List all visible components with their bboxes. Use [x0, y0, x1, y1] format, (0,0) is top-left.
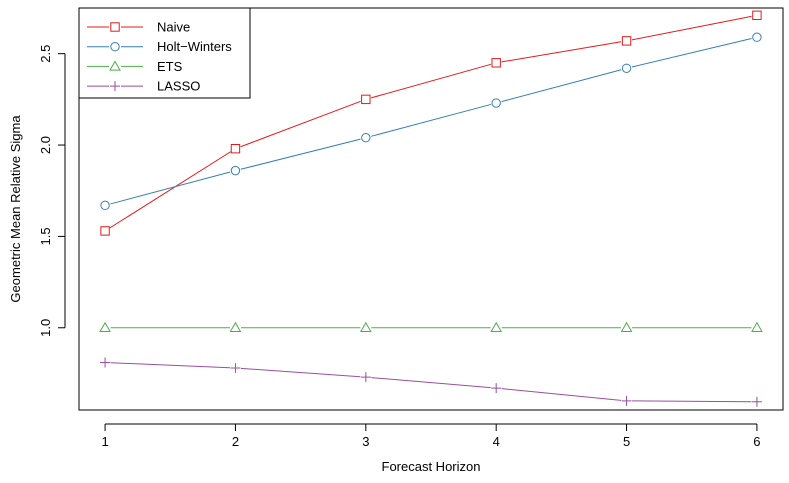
- data-point: [751, 396, 762, 407]
- y-tick-label: 1.0: [38, 319, 53, 337]
- series-line-segment: [631, 38, 752, 68]
- series-line-segment: [631, 15, 752, 41]
- data-point: [621, 36, 632, 46]
- series-line-segment: [110, 171, 231, 205]
- data-point: [491, 383, 502, 394]
- y-tick-label: 2.5: [38, 45, 53, 63]
- x-axis: 1 2 3 4 5 6: [101, 423, 761, 449]
- data-point: [230, 362, 241, 373]
- legend-item: ETS: [87, 59, 183, 74]
- x-tick-label: 3: [362, 434, 369, 449]
- legend-label: Naive: [157, 20, 190, 35]
- series-line-segment: [371, 103, 491, 137]
- series-line-segment: [371, 377, 491, 389]
- data-point: [99, 321, 111, 333]
- series-line-segment: [501, 69, 622, 103]
- data-point: [490, 321, 503, 333]
- legend-box: [78, 7, 251, 99]
- series-holt-winters: [100, 32, 762, 211]
- data-point: [100, 357, 111, 368]
- series-line-segment: [109, 151, 232, 229]
- series-lasso: [100, 357, 762, 407]
- series-line-segment: [240, 138, 361, 170]
- series-layer: [99, 10, 763, 407]
- x-tick-label: 1: [101, 434, 108, 449]
- data-point: [229, 321, 242, 333]
- data-point: [100, 200, 110, 211]
- legend-label: Holt−Winters: [157, 39, 232, 54]
- series-line-segment: [501, 41, 622, 63]
- y-tick-label: 1.5: [38, 227, 53, 245]
- data-point: [621, 63, 632, 74]
- x-tick-label: 5: [623, 434, 630, 449]
- series-line-segment: [632, 400, 752, 403]
- series-line-segment: [370, 63, 492, 99]
- data-point: [230, 144, 241, 154]
- legend-marker: [110, 22, 120, 32]
- legend-marker: [110, 42, 120, 52]
- series-ets: [99, 321, 763, 333]
- data-point: [100, 226, 110, 236]
- series-line-segment: [110, 362, 230, 369]
- data-point: [360, 372, 371, 383]
- data-point: [359, 321, 372, 333]
- data-point: [361, 133, 371, 143]
- legend-marker: [110, 81, 120, 92]
- x-tick-label: 2: [232, 434, 239, 449]
- x-tick-label: 6: [753, 434, 760, 449]
- data-point: [752, 10, 762, 21]
- legend-item: LASSO: [87, 79, 200, 94]
- data-point: [491, 58, 501, 68]
- plot-border: [78, 7, 784, 411]
- series-naive: [100, 10, 762, 236]
- legend-label: ETS: [157, 59, 183, 74]
- data-point: [621, 395, 632, 406]
- legend: Naive Holt−Winters ETS LASSO: [78, 7, 251, 99]
- data-point: [491, 98, 501, 108]
- legend-marker: [109, 60, 121, 71]
- x-axis-title: Forecast Horizon: [382, 459, 481, 474]
- data-point: [752, 32, 762, 42]
- data-point: [230, 165, 241, 176]
- x-tick-label: 4: [493, 434, 500, 449]
- series-line-segment: [501, 388, 622, 401]
- legend-item: Naive: [87, 20, 190, 35]
- data-point: [620, 321, 633, 333]
- series-line-segment: [240, 367, 361, 378]
- legend-item: Holt−Winters: [87, 39, 232, 54]
- series-line-segment: [240, 100, 361, 148]
- data-point: [361, 94, 371, 105]
- y-axis-title: Geometric Mean Relative Sigma: [8, 115, 23, 303]
- y-axis: 1.0 1.5 2.0 2.5: [38, 45, 66, 337]
- plot-frame: [78, 7, 784, 411]
- y-tick-label: 2.0: [38, 136, 53, 154]
- data-point: [751, 321, 763, 333]
- legend-label: LASSO: [157, 79, 200, 94]
